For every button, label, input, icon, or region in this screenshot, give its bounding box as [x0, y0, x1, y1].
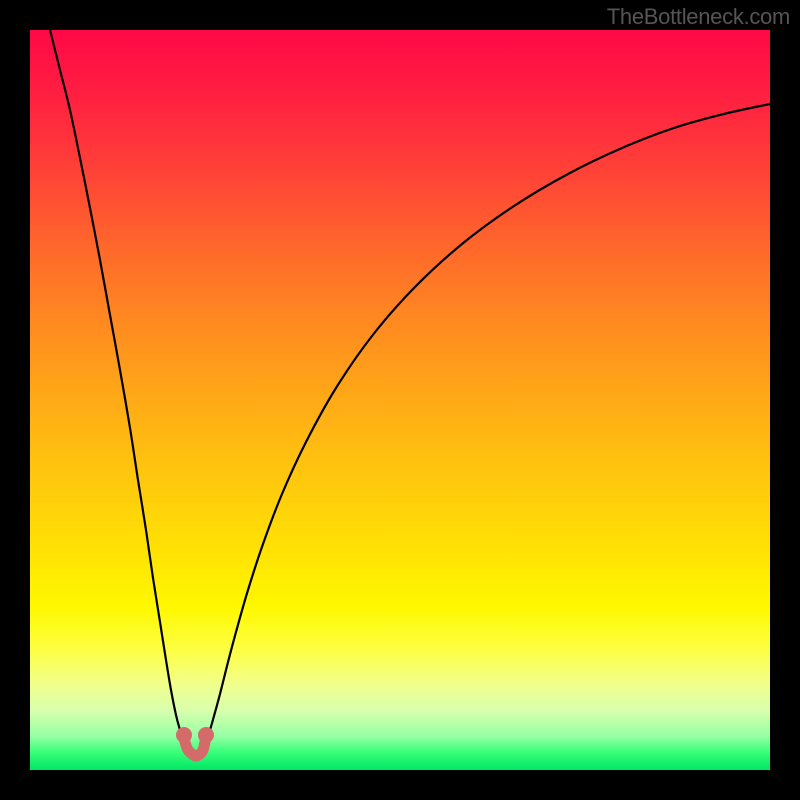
curve-layer — [30, 30, 770, 770]
chart-container: TheBottleneck.com — [0, 0, 800, 800]
plot-area — [30, 30, 770, 770]
watermark-text: TheBottleneck.com — [607, 4, 790, 30]
curve-left-branch — [50, 30, 185, 743]
curve-right-branch — [205, 104, 770, 743]
valley-marker-dot-right — [198, 727, 214, 743]
valley-marker-dot-left — [176, 727, 192, 743]
